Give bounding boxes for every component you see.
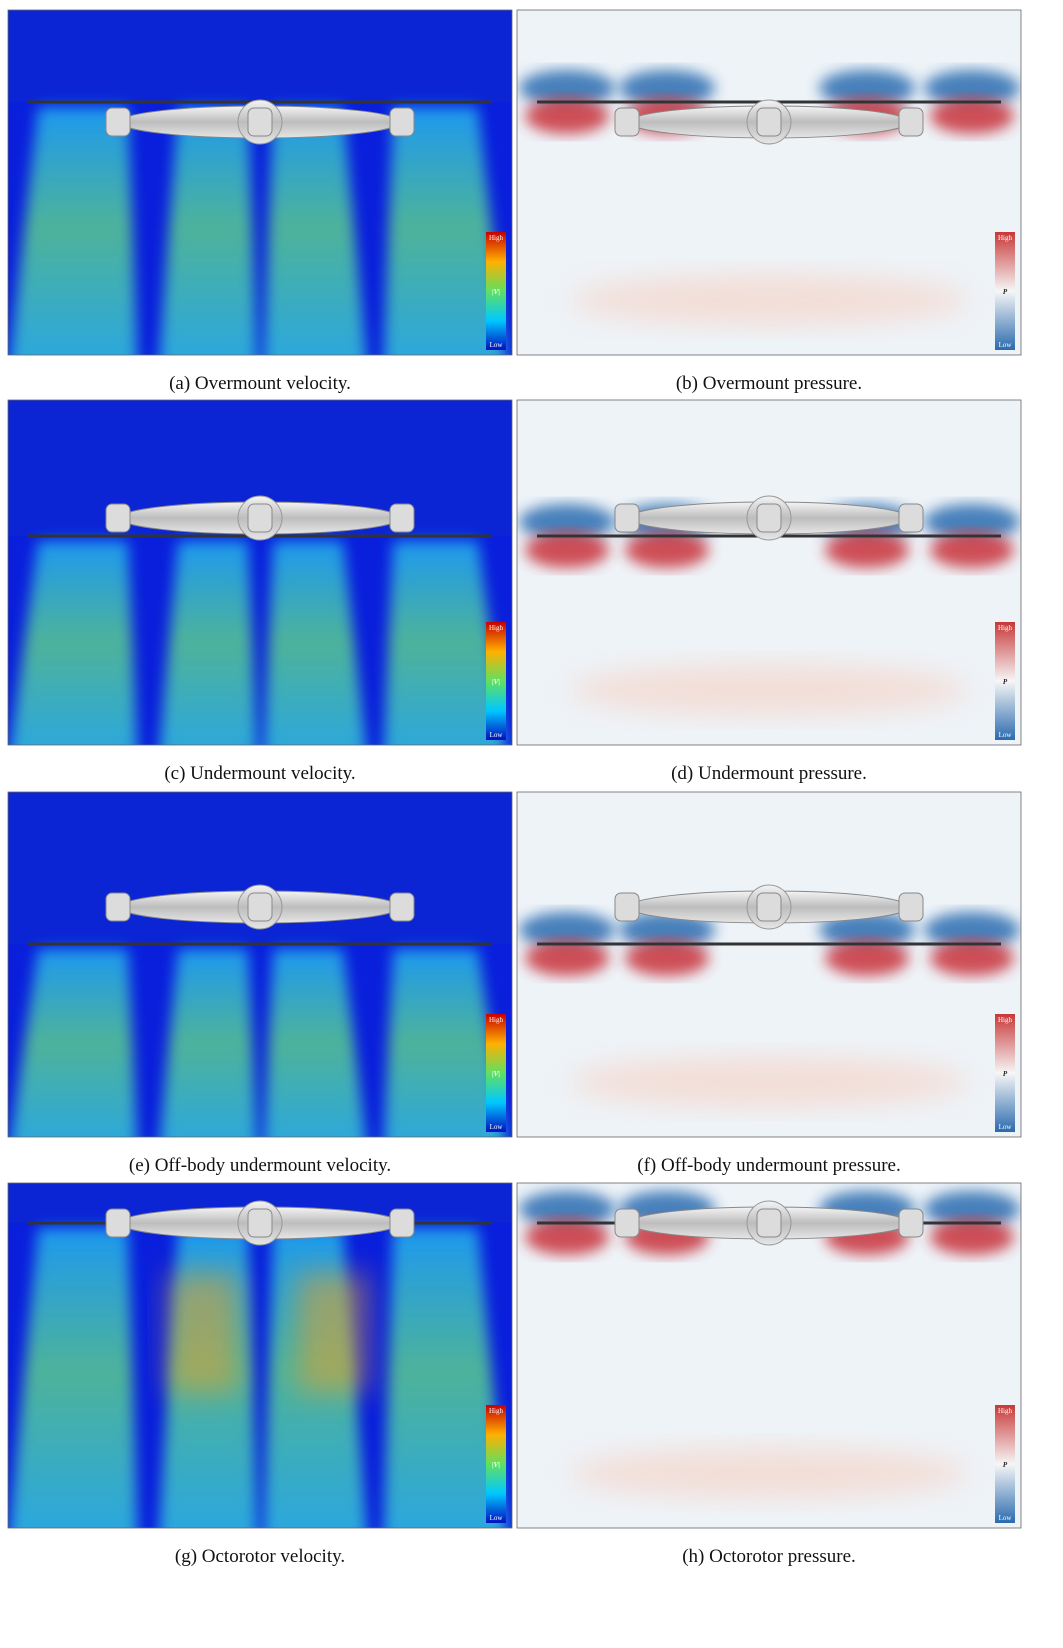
colorbar-low: Low: [490, 731, 504, 739]
colorbar-label: |V|: [492, 1461, 500, 1469]
flow-image: [517, 10, 1021, 355]
colorbar-label: |V|: [492, 1070, 500, 1078]
motor: [248, 504, 272, 532]
motor: [757, 108, 781, 136]
motor: [757, 504, 781, 532]
motor: [106, 504, 130, 532]
motor: [615, 504, 639, 532]
motor: [106, 108, 130, 136]
panel: High |V| Low (g) Octorotor velocity.: [8, 1183, 512, 1567]
colorbar-high: High: [489, 1016, 504, 1024]
flow-image: [8, 400, 512, 765]
panel: High P Low (f) Off-body undermount pressure…: [517, 792, 1021, 1176]
motor: [390, 504, 414, 532]
wake-hot: [298, 1273, 368, 1393]
colorbar-low: Low: [490, 341, 504, 349]
page: High |V| Low (a) Overmount velocity. High P Lo…: [0, 0, 1063, 1648]
motor: [248, 108, 272, 136]
motor: [106, 893, 130, 921]
colorbar-high: High: [998, 234, 1013, 242]
colorbar-high: High: [489, 234, 504, 242]
caption: (g) Octorotor velocity.: [175, 1546, 345, 1567]
colorbar-label: |V|: [492, 288, 500, 296]
low-band: [569, 1448, 969, 1498]
caption: (d) Undermount pressure.: [671, 763, 867, 784]
colorbar-low: Low: [490, 1514, 504, 1522]
motor: [899, 1209, 923, 1237]
colorbar-high: High: [489, 1407, 504, 1415]
flow-image: [8, 792, 512, 1157]
motor: [248, 1209, 272, 1237]
motor: [106, 1209, 130, 1237]
colorbar-label: P: [1003, 1461, 1008, 1469]
panel: High P Low (h) Octorotor pressure.: [517, 1183, 1021, 1567]
upper-field: [8, 10, 512, 102]
colorbar-label: |V|: [492, 678, 500, 686]
low-band: [569, 275, 969, 325]
colorbar-high: High: [489, 624, 504, 632]
colorbar-low: Low: [999, 341, 1013, 349]
colorbar-high: High: [998, 624, 1013, 632]
motor: [615, 1209, 639, 1237]
flow-image: [517, 400, 1021, 745]
colorbar-low: Low: [490, 1123, 504, 1131]
flow-image: [8, 1183, 512, 1548]
motor: [248, 893, 272, 921]
colorbar-low: Low: [999, 731, 1013, 739]
motor: [899, 893, 923, 921]
flow-image: [517, 1183, 1021, 1528]
motor: [615, 893, 639, 921]
figure: High |V| Low (a) Overmount velocity. High P Lo…: [0, 0, 1063, 1648]
motor: [390, 108, 414, 136]
motor: [757, 1209, 781, 1237]
colorbar-high: High: [998, 1407, 1013, 1415]
colorbar-label: P: [1003, 678, 1008, 686]
panel: High |V| Low (c) Undermount velocity.: [8, 400, 512, 784]
caption: (b) Overmount pressure.: [676, 373, 862, 394]
caption: (f) Off-body undermount pressure.: [637, 1155, 900, 1176]
motor: [615, 108, 639, 136]
colorbar-low: Low: [999, 1123, 1013, 1131]
motor: [390, 1209, 414, 1237]
low-band: [569, 665, 969, 715]
colorbar-label: P: [1003, 1070, 1008, 1078]
flow-image: [8, 10, 512, 375]
motor: [899, 504, 923, 532]
motor: [390, 893, 414, 921]
flow-image: [517, 792, 1021, 1137]
caption: (a) Overmount velocity.: [169, 373, 351, 394]
colorbar-low: Low: [999, 1514, 1013, 1522]
colorbar-label: P: [1003, 288, 1008, 296]
low-band: [569, 1057, 969, 1107]
panel: High P Low (d) Undermount pressure.: [517, 400, 1021, 784]
panel: High |V| Low (a) Overmount velocity.: [8, 10, 512, 394]
motor: [757, 893, 781, 921]
caption: (c) Undermount velocity.: [164, 763, 355, 784]
wake-hot: [168, 1273, 238, 1393]
panel: High |V| Low (e) Off-body undermount veloci…: [8, 792, 512, 1176]
caption: (h) Octorotor pressure.: [682, 1546, 856, 1567]
motor: [899, 108, 923, 136]
panel: High P Low (b) Overmount pressure.: [517, 10, 1021, 394]
caption: (e) Off-body undermount velocity.: [129, 1155, 391, 1176]
colorbar-high: High: [998, 1016, 1013, 1024]
